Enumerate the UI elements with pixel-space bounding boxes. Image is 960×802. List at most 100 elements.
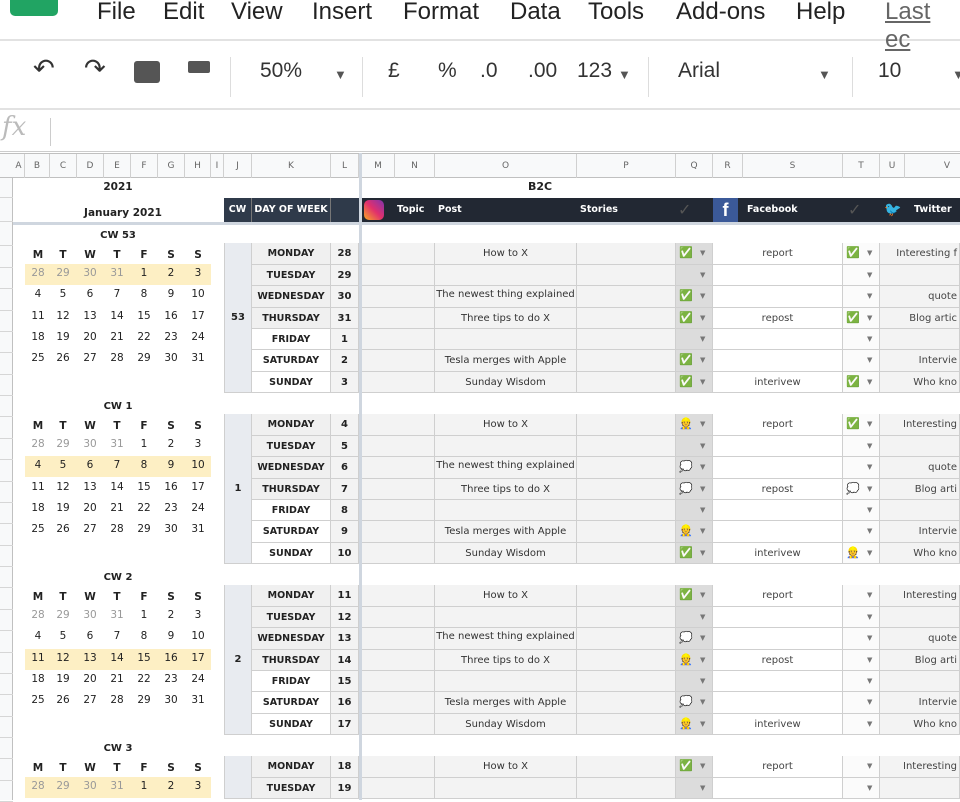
calendar-day[interactable]: 2 — [167, 779, 175, 792]
calendar-day[interactable]: 7 — [113, 630, 121, 643]
calendar-day[interactable]: 12 — [56, 651, 70, 664]
dropdown-arrow-icon[interactable]: ▼ — [867, 420, 873, 429]
dropdown-arrow-icon[interactable]: ▼ — [700, 527, 706, 536]
twitter-cell[interactable]: Blog arti — [880, 649, 960, 671]
topic-cell[interactable] — [362, 328, 435, 351]
calendar-day[interactable]: 9 — [167, 630, 175, 643]
calendar-day[interactable]: 28 — [110, 523, 124, 536]
calendar-day[interactable]: 31 — [191, 694, 205, 707]
dropdown-arrow-icon[interactable]: ▼ — [867, 655, 873, 664]
row-header[interactable] — [0, 268, 13, 290]
calendar-day[interactable]: 15 — [137, 480, 151, 493]
row-header[interactable] — [0, 610, 13, 632]
facebook-cell[interactable] — [713, 350, 843, 372]
calendar-day[interactable]: 17 — [191, 309, 205, 322]
post-cell[interactable]: Sunday Wisdom — [435, 713, 577, 735]
calendar-day[interactable]: 24 — [191, 501, 205, 514]
post-cell[interactable]: How to X — [435, 756, 577, 778]
calendar-day[interactable]: 28 — [31, 608, 45, 621]
facebook-cell[interactable]: report — [713, 585, 843, 607]
calendar-day[interactable]: 8 — [140, 630, 148, 643]
row-header[interactable] — [0, 246, 13, 268]
facebook-cell[interactable] — [713, 692, 843, 714]
topic-cell[interactable] — [362, 371, 435, 393]
stories-cell[interactable] — [577, 371, 676, 393]
dropdown-arrow-icon[interactable]: ▼ — [700, 292, 706, 301]
row-header[interactable] — [0, 225, 13, 247]
calendar-day[interactable]: 30 — [83, 779, 97, 792]
calendar-day[interactable]: 13 — [83, 309, 97, 322]
calendar-day[interactable]: 28 — [110, 694, 124, 707]
calendar-day[interactable]: 2 — [167, 437, 175, 450]
menu-add-ons[interactable]: Add-ons — [676, 0, 766, 25]
instagram-status-dropdown[interactable]: ✅ ▼ — [676, 350, 713, 372]
column-header-i[interactable]: I — [211, 154, 224, 178]
facebook-cell[interactable] — [713, 670, 843, 693]
facebook-status-dropdown[interactable]: ▼ — [843, 628, 880, 650]
calendar-day[interactable]: 1 — [140, 266, 148, 279]
calendar-day[interactable]: 10 — [191, 459, 205, 472]
calendar-day[interactable]: 3 — [194, 266, 202, 279]
dropdown-arrow-icon[interactable]: ▼ — [867, 548, 873, 557]
dropdown-arrow-icon[interactable]: ▼ — [700, 505, 706, 514]
dropdown-arrow-icon[interactable]: ▼ — [700, 463, 706, 472]
calendar-day[interactable]: 6 — [86, 459, 94, 472]
twitter-cell[interactable]: Interesting — [880, 756, 960, 778]
calendar-day[interactable]: 24 — [191, 672, 205, 685]
menu-view[interactable]: View — [231, 0, 283, 25]
calendar-day[interactable]: 31 — [110, 779, 124, 792]
twitter-cell[interactable] — [880, 606, 960, 629]
post-cell[interactable]: Three tips to do X — [435, 649, 577, 671]
dropdown-arrow-icon[interactable]: ▼ — [867, 356, 873, 365]
calendar-day[interactable]: 15 — [137, 651, 151, 664]
post-cell[interactable] — [435, 606, 577, 629]
row-header[interactable] — [0, 460, 13, 482]
dropdown-arrow-icon[interactable]: ▼ — [867, 249, 873, 258]
calendar-day[interactable]: 3 — [194, 608, 202, 621]
font-size-select[interactable]: 10 — [878, 59, 902, 82]
menu-insert[interactable]: Insert — [312, 0, 373, 25]
row-header[interactable] — [0, 695, 13, 717]
instagram-status-dropdown[interactable]: 💭 ▼ — [676, 692, 713, 714]
post-cell[interactable] — [435, 670, 577, 693]
calendar-day[interactable]: 14 — [110, 651, 124, 664]
percent-button[interactable]: % — [438, 59, 457, 82]
row-header[interactable] — [0, 717, 13, 738]
topic-cell[interactable] — [362, 243, 435, 265]
print-icon[interactable] — [134, 61, 160, 83]
calendar-day[interactable]: 27 — [83, 694, 97, 707]
facebook-status-dropdown[interactable]: ▼ — [843, 521, 880, 543]
zoom-select[interactable]: 50% — [260, 59, 303, 82]
facebook-cell[interactable]: report — [713, 414, 843, 436]
dropdown-arrow-icon[interactable]: ▼ — [700, 634, 706, 643]
column-header-p[interactable]: P — [577, 154, 676, 178]
calendar-day[interactable]: 21 — [110, 330, 124, 343]
calendar-day[interactable]: 14 — [110, 309, 124, 322]
row-header[interactable] — [0, 332, 13, 354]
twitter-cell[interactable]: Interesting f — [880, 243, 960, 265]
column-header-l[interactable]: L — [331, 154, 359, 178]
column-header-e[interactable]: E — [104, 154, 131, 178]
stories-cell[interactable] — [577, 670, 676, 693]
column-header-d[interactable]: D — [77, 154, 104, 178]
dropdown-arrow-icon[interactable]: ▼ — [867, 441, 873, 450]
stories-cell[interactable] — [577, 713, 676, 735]
calendar-day[interactable]: 19 — [56, 672, 70, 685]
font-size-caret-icon[interactable]: ▼ — [952, 67, 960, 82]
calendar-day[interactable]: 5 — [59, 459, 67, 472]
dropdown-arrow-icon[interactable]: ▼ — [700, 655, 706, 664]
stories-cell[interactable] — [577, 499, 676, 522]
calendar-day[interactable]: 7 — [113, 459, 121, 472]
format-caret-icon[interactable]: ▼ — [618, 67, 631, 82]
post-cell[interactable]: Tesla merges with Apple — [435, 350, 577, 372]
topic-cell[interactable] — [362, 286, 435, 308]
menu-format[interactable]: Format — [403, 0, 480, 25]
column-header-j[interactable]: J — [224, 154, 252, 178]
calendar-day[interactable]: 25 — [31, 352, 45, 365]
calendar-day[interactable]: 23 — [164, 330, 178, 343]
calendar-day[interactable]: 22 — [137, 672, 151, 685]
calendar-day[interactable]: 18 — [31, 672, 45, 685]
topic-cell[interactable] — [362, 264, 435, 287]
twitter-cell[interactable]: Blog artic — [880, 307, 960, 329]
calendar-day[interactable]: 19 — [56, 330, 70, 343]
